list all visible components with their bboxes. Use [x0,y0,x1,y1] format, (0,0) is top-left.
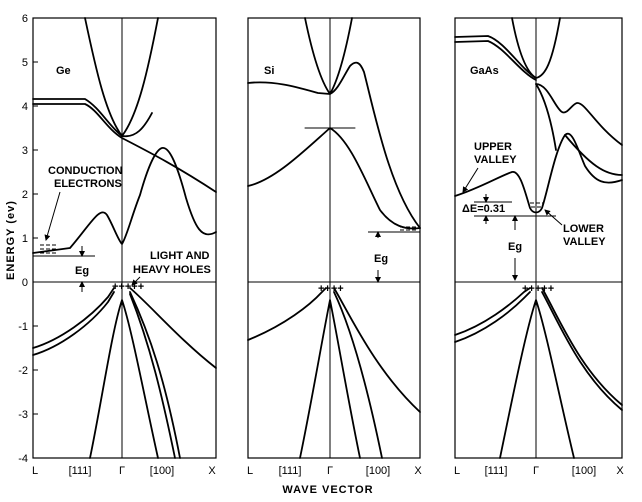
gaas-band [454,40,537,81]
y-tick-label: 6 [22,13,28,25]
y-axis-title: ENERGY (ev) [5,200,17,280]
gaas-lower-valley-label: LOWER [563,223,604,235]
x-tick-label: [100] [366,465,390,477]
x-tick-label: L [454,465,460,477]
ge-gap-label: Eg [75,265,89,277]
si-band [299,299,361,459]
x-axis-title: WAVE VECTOR [282,484,373,496]
si-band [247,127,421,230]
x-tick-label: [111] [279,465,302,477]
x-tick-label: [100] [150,465,174,477]
si-frame [247,17,421,459]
ge-band [32,287,115,349]
x-tick-label: Γ [119,465,125,477]
si-band [247,287,327,341]
gaas-band [499,299,575,459]
gaas-gap-label: Eg [508,241,522,253]
si-band [304,17,353,95]
gaas-band [511,17,537,79]
gaas-title: GaAs [470,65,499,77]
ge-holes-arrow [131,276,141,286]
gaas-band [541,287,623,406]
gaas-upper-valley-label: UPPER [474,141,512,153]
y-axis-ticks: 6 5 4 3 2 1 0 -1 -2 -3 -4 [18,13,38,465]
gaas-band [454,291,531,343]
gaas-band [541,291,623,411]
y-tick-label: 0 [22,277,28,289]
gaas-band [564,134,623,176]
ge-band [32,291,115,356]
y-tick-label: 4 [22,101,28,113]
y-tick-label: -4 [18,453,28,465]
x-tick-label: X [616,465,624,477]
ge-band [89,299,159,459]
y-tick-label: 1 [22,233,28,245]
x-tick-label: [111] [485,465,508,477]
ge-conduction-label: ELECTRONS [54,178,122,190]
y-tick-label: 2 [22,189,28,201]
gaas-upper-valley-label: VALLEY [474,154,517,166]
gaas-band [454,287,531,336]
ge-conduction-label: CONDUCTION [48,165,123,177]
si-band [333,287,421,413]
gaas-lower-valley-label: VALLEY [563,236,606,248]
y-tick-label: -1 [18,321,28,333]
x-tick-label: X [414,465,422,477]
si-gap-label: Eg [374,253,388,265]
ge-band [84,17,159,137]
ge-panel: 6 5 4 3 2 1 0 -1 -2 -3 -4 L [111] Γ [100… [18,13,217,477]
gaas-frame [454,17,623,459]
ge-title: Ge [56,65,71,77]
ge-hole-plus: +++++ [112,281,144,293]
gaas-panel: L [111] Γ [100] X GaAs +++++ UPPER VALLE… [454,17,624,477]
ge-band [129,291,181,459]
x-tick-label: L [32,465,38,477]
gaas-upper-valley-arrow [462,167,479,193]
x-tick-label: [111] [69,465,92,477]
gaas-lower-valley-arrow [544,209,563,226]
x-tick-label: X [208,465,216,477]
si-panel: L [111] Γ [100] X Si ++++ Eg [247,17,422,477]
y-tick-label: -2 [18,365,28,377]
gaas-hole-plus: +++++ [522,283,554,295]
ge-holes-label: LIGHT AND [150,250,210,262]
si-band [333,291,383,459]
gaas-band [535,83,623,146]
x-tick-label: Γ [327,465,333,477]
ge-band [32,103,217,193]
si-hole-plus: ++++ [318,283,344,295]
y-tick-label: 3 [22,145,28,157]
x-tick-label: L [247,465,253,477]
gaas-delta-label: ΔE=0.31 [462,203,505,215]
ge-band [32,147,217,254]
ge-conduction-arrow [44,191,61,241]
si-band [247,61,421,229]
ge-holes-label: HEAVY HOLES [133,264,211,276]
x-tick-label: Γ [533,465,539,477]
y-tick-label: 5 [22,57,28,69]
x-tick-label: [100] [572,465,596,477]
gaas-band [454,132,623,214]
ge-band [129,287,217,369]
y-tick-label: -3 [18,409,28,421]
si-title: Si [264,65,274,77]
ge-band [129,293,176,459]
gaas-band [535,83,557,151]
